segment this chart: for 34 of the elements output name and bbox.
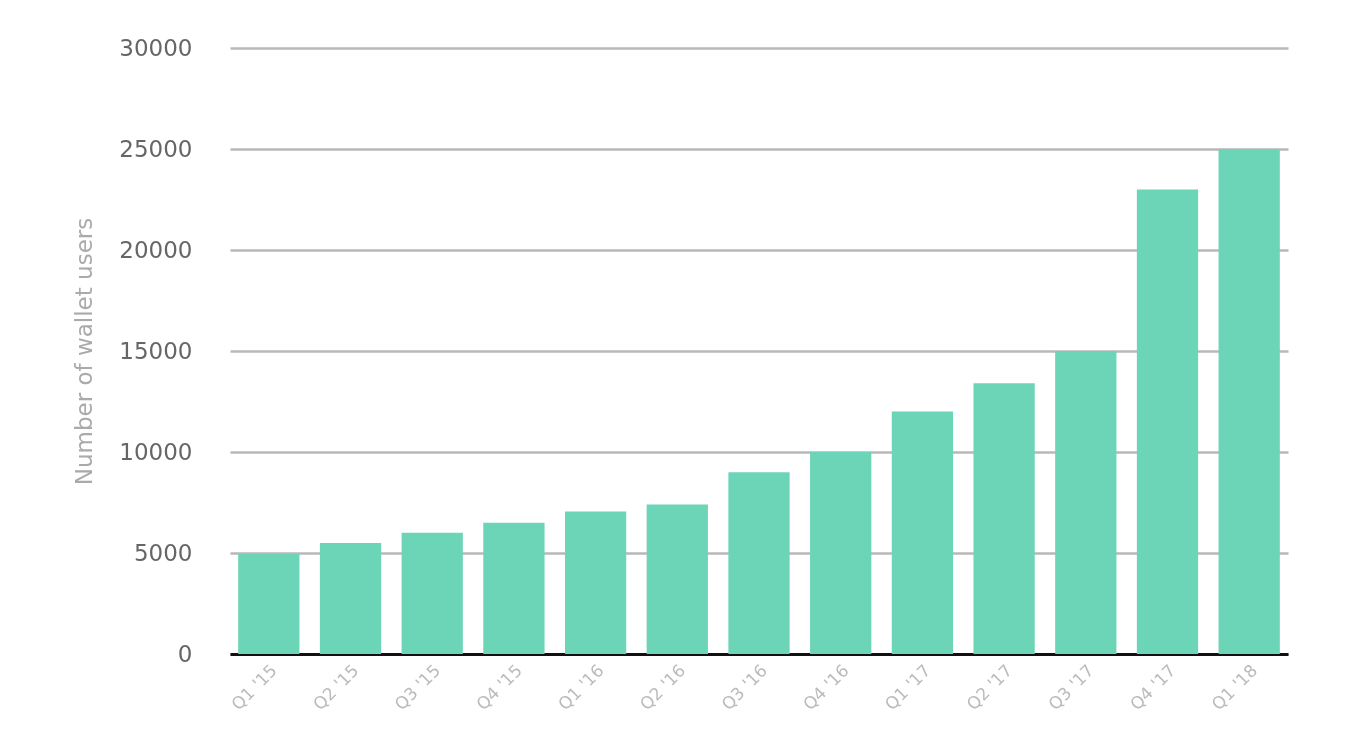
x-tick-label: Q2 '16 [635, 660, 690, 715]
x-tick-label: Q3 '17 [1044, 660, 1098, 715]
x-tick-label: Q4 '17 [1125, 660, 1180, 715]
bar [564, 511, 627, 654]
y-tick-label: 25000 [119, 135, 193, 162]
x-tick-label: Q2 '17 [962, 660, 1017, 715]
bar [1218, 149, 1280, 654]
y-axis-title: Number of wallet users [71, 217, 98, 486]
bar [1136, 189, 1199, 654]
x-tick-label: Q3 '16 [717, 660, 772, 715]
bar [646, 504, 708, 654]
x-tick-label: Q1 '17 [880, 660, 935, 715]
bar [1055, 351, 1117, 654]
bar [401, 532, 463, 654]
bar [238, 554, 300, 654]
bar [810, 452, 872, 654]
y-tick-label: 20000 [119, 236, 193, 263]
x-tick-label: Q1 '15 [227, 660, 281, 715]
bar [483, 522, 545, 654]
x-tick-label: Q4 '15 [472, 660, 526, 715]
y-tick-label: 5000 [133, 539, 193, 566]
x-tick-label: Q1 '16 [553, 660, 608, 715]
y-tick-label: 10000 [119, 438, 193, 465]
bar [319, 542, 382, 654]
x-tick-label: Q4 '16 [799, 660, 853, 715]
y-tick-label: 15000 [119, 337, 193, 364]
y-tick-label: 0 [177, 640, 193, 667]
bar [891, 411, 954, 654]
x-tick-label: Q2 '15 [308, 660, 363, 715]
x-tick-label: Q1 '18 [1207, 660, 1262, 715]
bar [973, 383, 1035, 654]
x-tick-label: Q3 '15 [390, 660, 445, 715]
y-tick-label: 30000 [119, 34, 193, 61]
bar [728, 472, 790, 654]
